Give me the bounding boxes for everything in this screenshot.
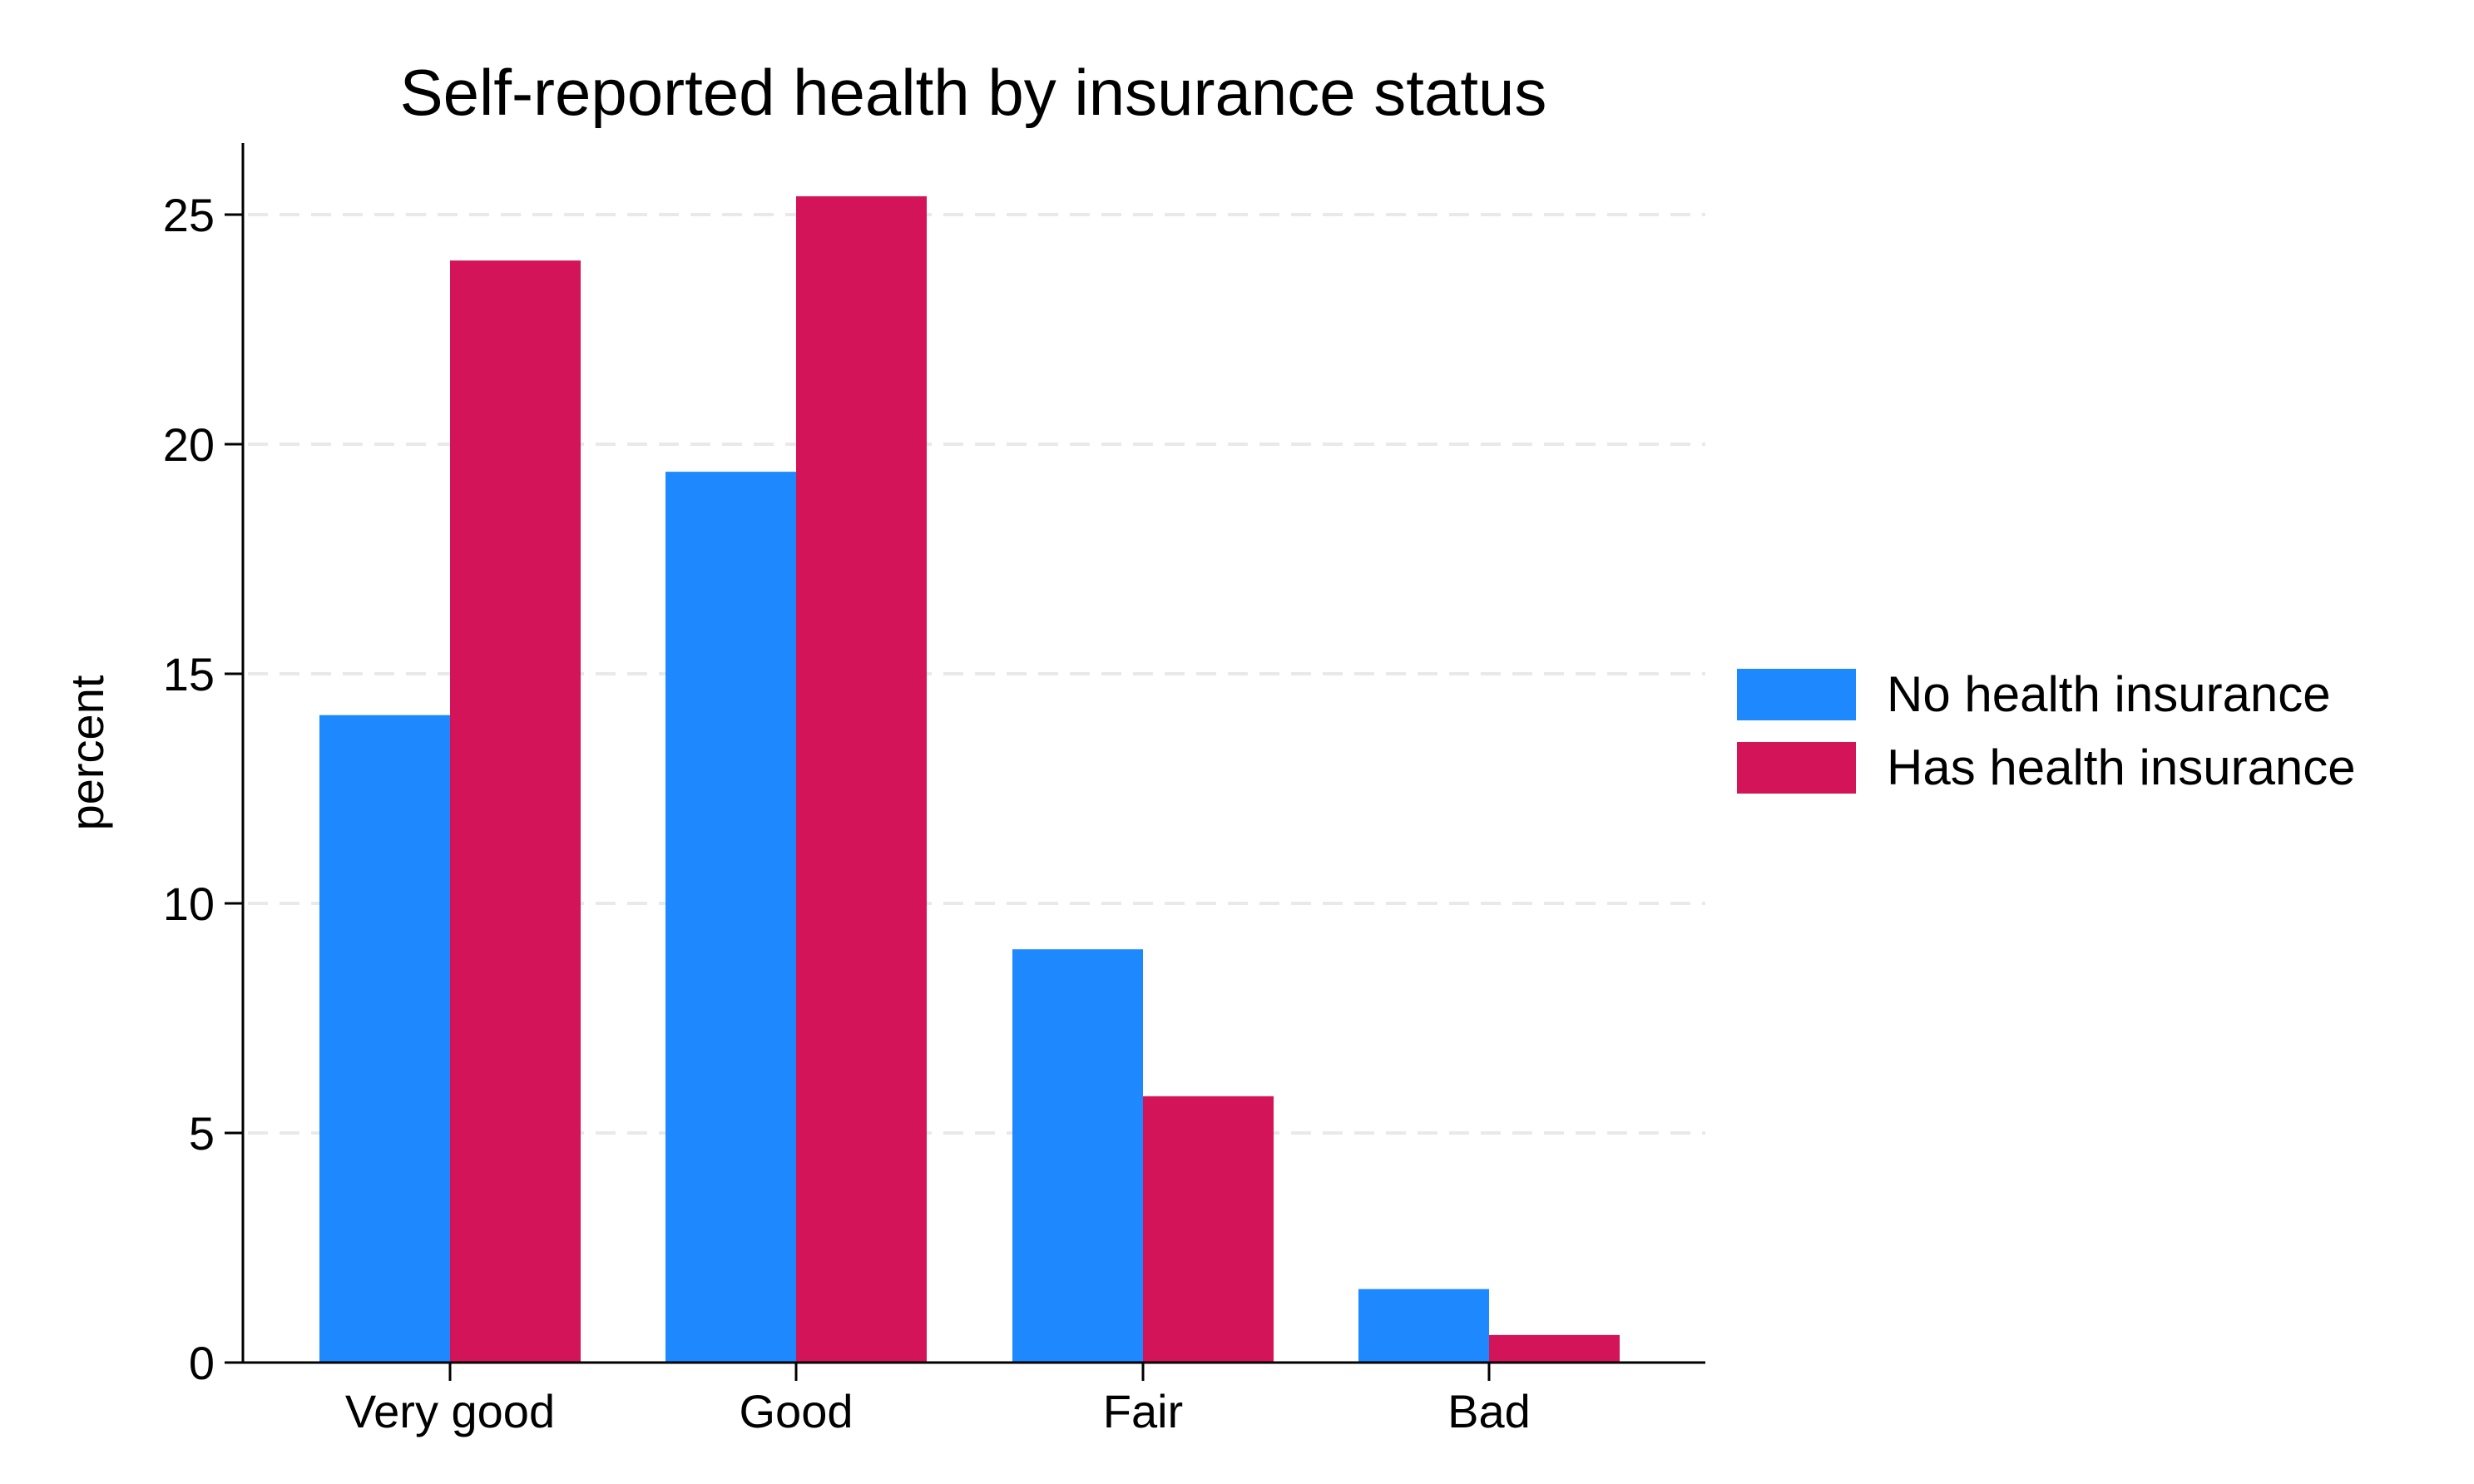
bar-no-insurance-bad <box>1358 1289 1489 1363</box>
x-tick-label: Fair <box>1103 1385 1183 1437</box>
y-axis-title: percent <box>61 675 113 830</box>
bars <box>319 195 1620 1363</box>
bar-no-insurance-fair <box>1012 949 1143 1363</box>
chart-title: Self-reported health by insurance status <box>400 56 1547 129</box>
y-tick-label: 15 <box>163 648 215 700</box>
y-tick-label: 25 <box>163 189 215 241</box>
y-tick-label: 10 <box>163 878 215 930</box>
legend: No health insurance Has health insurance <box>1737 666 2356 795</box>
y-tick-label: 0 <box>189 1337 215 1389</box>
axes <box>241 143 1705 1364</box>
y-tick-labels: 0 5 10 15 20 25 <box>163 189 243 1389</box>
bar-has-insurance-very-good <box>450 260 581 1363</box>
gridlines <box>248 213 1705 1135</box>
x-tick-label: Bad <box>1447 1385 1531 1437</box>
legend-label: No health insurance <box>1887 666 2331 722</box>
legend-swatch <box>1737 669 1856 720</box>
bar-has-insurance-fair <box>1143 1096 1274 1363</box>
legend-label: Has health insurance <box>1887 740 2356 795</box>
bar-no-insurance-very-good <box>319 715 450 1363</box>
bar-no-insurance-good <box>666 472 796 1363</box>
x-tick-label: Good <box>740 1385 854 1437</box>
y-tick-label: 20 <box>163 418 215 471</box>
legend-swatch <box>1737 742 1856 794</box>
bar-has-insurance-good <box>796 195 927 1363</box>
x-tick-label: Very good <box>345 1385 555 1437</box>
bar-has-insurance-bad <box>1489 1334 1620 1363</box>
y-tick-label: 5 <box>189 1107 215 1160</box>
x-tick-labels: Very good Good Fair Bad <box>345 1363 1531 1437</box>
